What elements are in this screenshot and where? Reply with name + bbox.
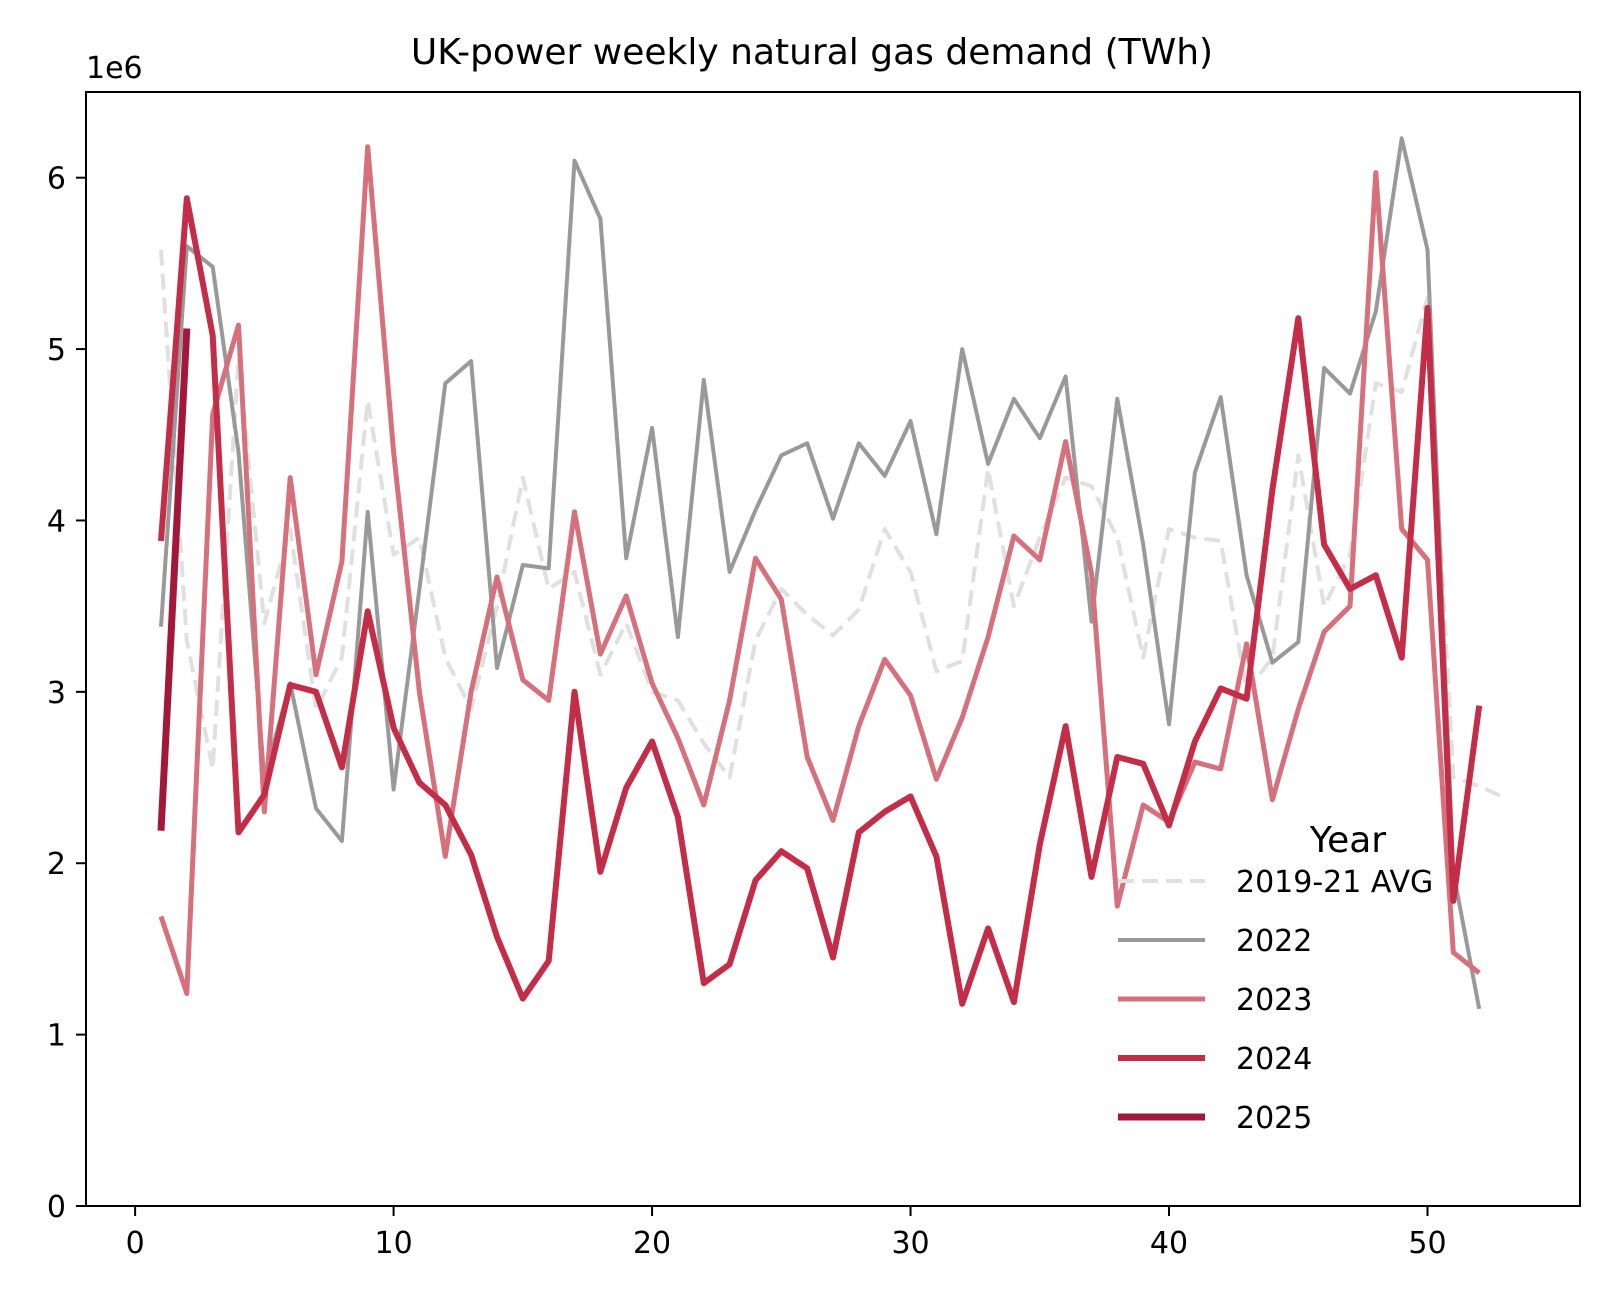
series-line-2025: [157, 328, 191, 831]
chart-title: UK-power weekly natural gas demand (TWh): [411, 32, 1213, 73]
legend-label-2024: 2024: [1236, 1042, 1312, 1077]
x-axis: 0 10 20 30 40 50: [126, 1206, 1447, 1261]
y-tick-label: 5: [47, 333, 66, 368]
legend-label-2022: 2022: [1236, 924, 1312, 959]
legend-title: Year: [1309, 820, 1386, 861]
series-line-2023: [158, 144, 1481, 996]
series-line-2022: [159, 136, 1482, 1010]
series-lines: [157, 136, 1506, 1010]
y-tick-label: 6: [47, 162, 66, 197]
legend-label-2025: 2025: [1236, 1101, 1312, 1136]
y-tick-label: 4: [47, 504, 66, 539]
y-tick-label: 0: [47, 1190, 66, 1225]
x-tick-label: 30: [891, 1226, 929, 1261]
legend-label-2023: 2023: [1236, 983, 1312, 1018]
series-line-2019-21-avg: [159, 249, 1506, 800]
x-tick-label: 20: [633, 1226, 671, 1261]
y-offset-label: 1e6: [86, 51, 143, 86]
legend: Year 2019-21 AVG 2022 2023 2024 2025: [1118, 820, 1433, 1136]
x-tick-label: 0: [126, 1226, 145, 1261]
plot-frame: [85, 91, 1581, 1207]
legend-label-2019-21-avg: 2019-21 AVG: [1236, 865, 1433, 900]
y-tick-label: 2: [47, 847, 66, 882]
x-tick-label: 40: [1150, 1226, 1188, 1261]
y-axis: 0 1 2 3 4 5 6: [47, 162, 86, 1225]
series-line-2024: [158, 195, 1483, 1007]
y-tick-label: 1: [47, 1019, 66, 1054]
y-tick-label: 3: [47, 676, 66, 711]
x-tick-label: 50: [1408, 1226, 1446, 1261]
x-tick-label: 10: [374, 1226, 412, 1261]
